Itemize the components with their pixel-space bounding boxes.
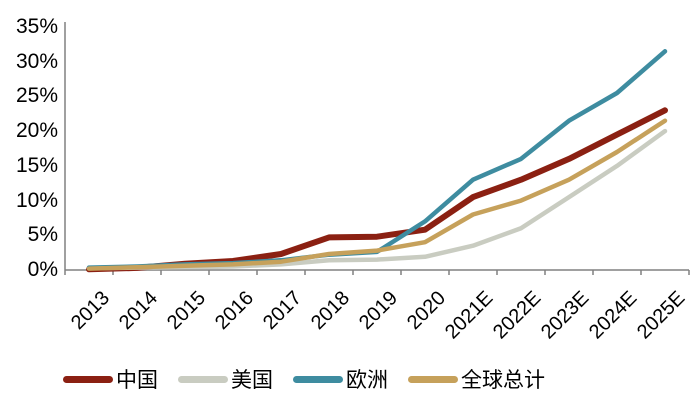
legend-label: 中国 <box>116 369 158 392</box>
legend-swatch-icon <box>293 375 343 383</box>
legend-label: 美国 <box>231 369 273 392</box>
y-axis-label: 0% <box>27 258 58 281</box>
legend-swatch-icon <box>408 375 458 383</box>
legend-swatch-icon <box>63 375 113 383</box>
legend: 中国 美国 欧洲 全球总计 <box>63 364 545 394</box>
y-axis-label: 20% <box>15 119 58 143</box>
legend-item: 中国 <box>63 364 158 394</box>
y-axis-label: 5% <box>27 223 58 247</box>
y-axis-label: 30% <box>15 49 58 73</box>
legend-item: 欧洲 <box>293 364 388 394</box>
legend-item: 美国 <box>178 364 273 394</box>
y-axis-label: 25% <box>15 84 58 108</box>
legend-swatch-icon <box>178 375 228 383</box>
line-series-全球总计 <box>86 118 668 271</box>
y-axis-label: 15% <box>15 153 58 177</box>
legend-label: 全球总计 <box>461 369 545 392</box>
legend-label: 欧洲 <box>346 369 388 392</box>
y-axis-label: 10% <box>15 188 58 212</box>
legend-item: 全球总计 <box>408 364 545 394</box>
y-axis-label: 35% <box>15 15 58 38</box>
